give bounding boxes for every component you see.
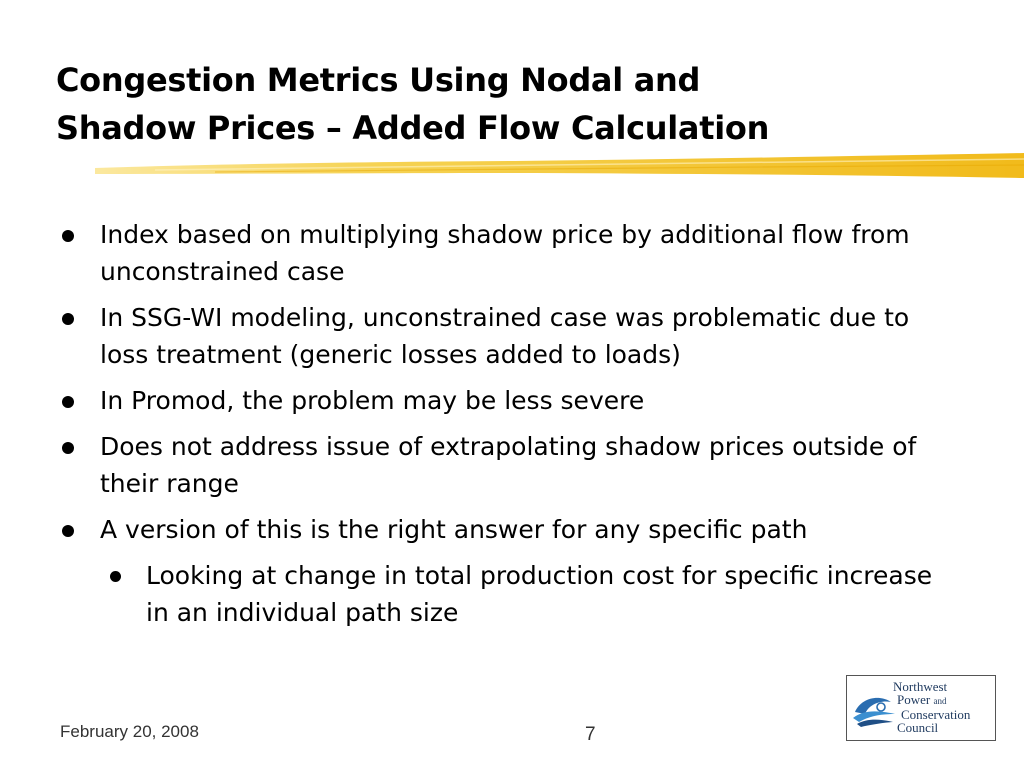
bullet-dot-icon — [62, 313, 74, 325]
bullet-item: In Promod, the problem may be less sever… — [56, 382, 956, 419]
page-number: 7 — [585, 724, 596, 745]
bullet-dot-icon — [62, 230, 74, 242]
sub-bullet-item: Looking at change in total production co… — [56, 557, 956, 631]
bullet-dot-icon — [62, 442, 74, 454]
sub-bullet-text: Looking at change in total production co… — [146, 561, 933, 627]
title-underline-brushstroke — [95, 153, 1024, 178]
logo-wordmark: Northwest Power and Conservation Council — [889, 680, 970, 734]
bullet-text: In SSG-WI modeling, unconstrained case w… — [100, 303, 910, 369]
slide-title-line-1: Congestion Metrics Using Nodal and — [56, 61, 701, 99]
sub-bullet-dot-icon — [110, 571, 121, 582]
bullet-text: A version of this is the right answer fo… — [100, 515, 808, 544]
bullet-text: Does not address issue of extrapolating … — [100, 432, 917, 498]
council-logo: Northwest Power and Conservation Council — [846, 675, 996, 741]
bullet-dot-icon — [62, 396, 74, 408]
bullet-text: Index based on multiplying shadow price … — [100, 220, 910, 286]
logo-line-2-word: Power — [897, 692, 931, 707]
slide-title-line-2: Shadow Prices – Added Flow Calculation — [56, 109, 770, 147]
bullet-item: Index based on multiplying shadow price … — [56, 216, 956, 290]
bullet-item: Does not address issue of extrapolating … — [56, 428, 956, 502]
wave-swirl-icon — [853, 697, 895, 727]
bullet-text: In Promod, the problem may be less sever… — [100, 386, 645, 415]
logo-line-2-and: and — [933, 696, 947, 706]
slide-title: Congestion Metrics Using Nodal and Shado… — [56, 56, 956, 152]
bullet-item: In SSG-WI modeling, unconstrained case w… — [56, 299, 956, 373]
logo-line-4: Council — [897, 720, 939, 735]
bullet-dot-icon — [62, 525, 74, 537]
logo-line-2: Power and — [889, 693, 970, 708]
bullet-item: A version of this is the right answer fo… — [56, 511, 956, 548]
footer-date: February 20, 2008 — [60, 722, 199, 741]
bullet-list: Index based on multiplying shadow price … — [56, 216, 956, 640]
logo-line-3: Conservation — [901, 707, 971, 722]
logo-line-1: Northwest — [893, 679, 948, 694]
